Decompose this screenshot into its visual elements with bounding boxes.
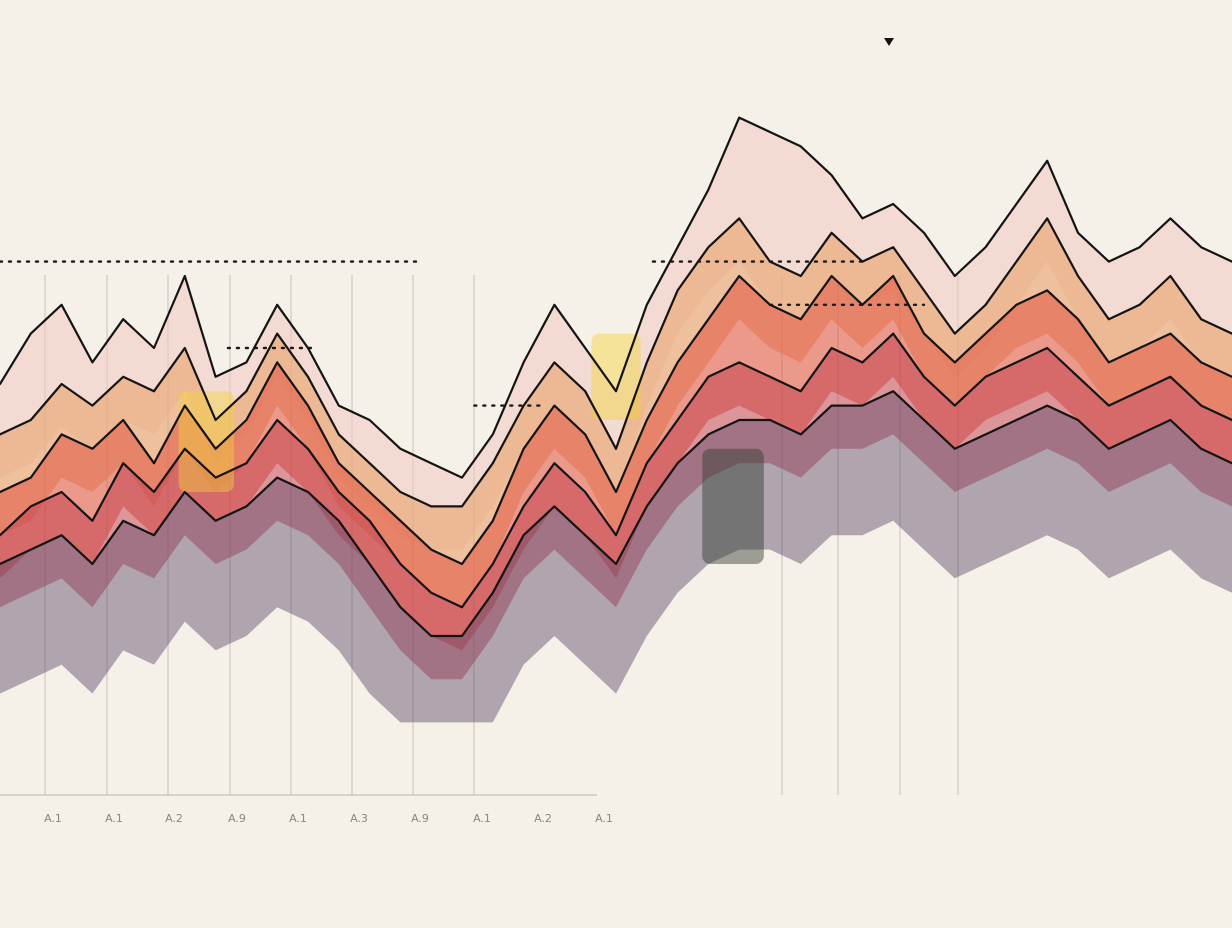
x-tick-label: A.3 bbox=[350, 812, 368, 825]
series-line-4 bbox=[0, 390, 1232, 638]
x-tick-label: A.1 bbox=[473, 812, 491, 825]
x-tick-labels: AA.1A.1A.2A.9A.1A.3A.9A.1A.2A.1 bbox=[44, 812, 613, 825]
series-areas bbox=[0, 117, 1232, 723]
x-tick-label: A.9 bbox=[228, 812, 246, 825]
yellow-patch-center bbox=[591, 333, 641, 420]
series-line-0 bbox=[0, 116, 1232, 479]
dark-patch-center bbox=[702, 448, 764, 564]
x-tick-label: A.1 bbox=[595, 812, 613, 825]
x-tick-label: A.1 bbox=[289, 812, 307, 825]
x-tick-label: A.9 bbox=[411, 812, 429, 825]
dotted-guides bbox=[0, 260, 926, 407]
series-area-1 bbox=[0, 218, 1232, 608]
series-line-1 bbox=[0, 217, 1232, 508]
series-area-4 bbox=[0, 391, 1232, 723]
yellow-patch-left bbox=[178, 391, 235, 492]
peak-marker bbox=[884, 38, 894, 46]
x-tick-label: A.2 bbox=[165, 812, 183, 825]
series-line-2 bbox=[0, 274, 1232, 566]
x-tick-label: A.2 bbox=[534, 812, 552, 825]
x-tick-label: A.1 bbox=[105, 812, 123, 825]
x-tick-label: A.1 bbox=[44, 812, 62, 825]
series-lines bbox=[0, 38, 1232, 638]
series-area-2 bbox=[0, 276, 1232, 651]
series-line-3 bbox=[0, 332, 1232, 609]
